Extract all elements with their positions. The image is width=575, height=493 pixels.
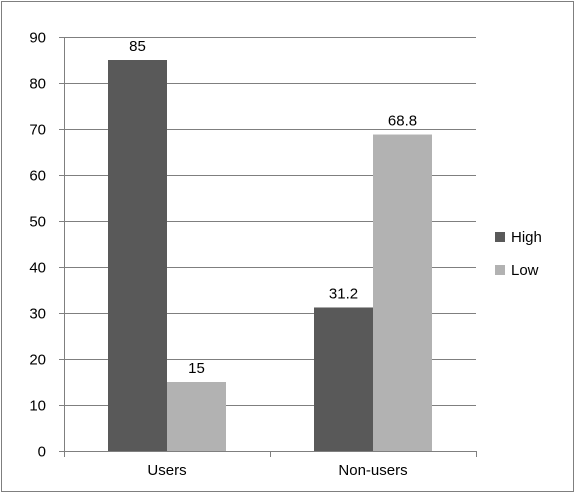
y-tick-label-50: 50 [29, 214, 46, 231]
legend-label-high: High [511, 229, 542, 246]
y-tick-label-90: 90 [29, 30, 46, 47]
bar-low-non-users [373, 134, 432, 451]
data-label-high-users: 85 [129, 38, 146, 55]
data-labels: 85 15 31.2 68.8 [129, 38, 417, 377]
y-tick-label-70: 70 [29, 122, 46, 139]
bar-high-non-users [314, 307, 373, 451]
bar-low-users [167, 382, 226, 451]
legend: High Low [495, 229, 542, 279]
data-label-high-non-users: 31.2 [329, 285, 358, 302]
legend-swatch-high [495, 232, 505, 242]
y-tick-label-10: 10 [29, 398, 46, 415]
legend-label-low: Low [511, 262, 539, 279]
y-tick-label-20: 20 [29, 352, 46, 369]
y-tick-label-40: 40 [29, 260, 46, 277]
x-tick-label-users: Users [147, 462, 186, 479]
x-tick-label-non-users: Non-users [338, 462, 407, 479]
y-tick-label-0: 0 [38, 444, 46, 461]
y-tick-label-80: 80 [29, 76, 46, 93]
bars [108, 60, 432, 451]
y-tick-label-30: 30 [29, 306, 46, 323]
bar-high-users [108, 60, 167, 451]
data-label-low-users: 15 [188, 360, 205, 377]
legend-swatch-low [495, 265, 505, 275]
axes: 0 10 20 30 40 50 60 70 80 90 Users Non-users [29, 30, 477, 479]
data-label-low-non-users: 68.8 [388, 113, 417, 130]
y-tick-label-60: 60 [29, 168, 46, 185]
